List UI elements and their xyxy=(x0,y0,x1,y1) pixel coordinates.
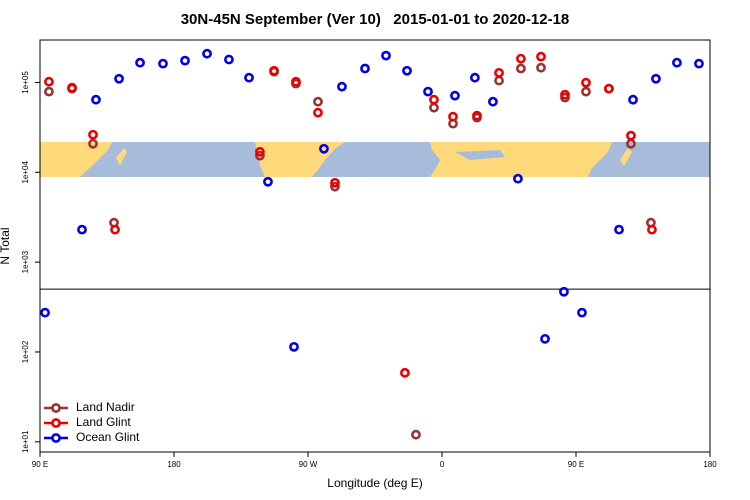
point xyxy=(488,96,498,107)
point xyxy=(224,54,234,65)
point xyxy=(44,76,54,87)
x-tick-label: 90 E xyxy=(568,460,584,469)
point xyxy=(513,173,523,184)
land-japan xyxy=(620,148,632,166)
land-eurasia xyxy=(430,142,612,177)
legend-label: Ocean Glint xyxy=(76,430,140,444)
point xyxy=(494,67,504,78)
legend-marker xyxy=(51,403,61,413)
point xyxy=(651,73,661,84)
point xyxy=(581,86,591,97)
point xyxy=(319,143,329,154)
point xyxy=(429,94,439,105)
point xyxy=(577,307,587,318)
land-japan xyxy=(116,148,127,165)
point xyxy=(263,176,273,187)
point xyxy=(672,57,682,68)
x-tick-label: 0 xyxy=(440,460,445,469)
point xyxy=(180,55,190,66)
point xyxy=(559,286,569,297)
point xyxy=(450,90,460,101)
legend-label: Land Glint xyxy=(76,415,131,429)
point xyxy=(88,138,98,149)
y-tick-label: 1e+01 xyxy=(21,430,30,453)
point xyxy=(614,224,624,235)
point xyxy=(44,86,54,97)
point xyxy=(269,65,279,76)
x-tick-label: 90 E xyxy=(32,460,48,469)
point xyxy=(67,82,77,93)
series xyxy=(44,62,656,440)
y-tick-label: 1e+05 xyxy=(21,71,30,94)
point xyxy=(313,107,323,118)
point xyxy=(694,58,704,69)
point xyxy=(647,224,657,235)
point xyxy=(581,77,591,88)
point xyxy=(516,63,526,74)
point xyxy=(402,65,412,76)
y-tick-label: 1e+04 xyxy=(21,161,30,184)
point xyxy=(135,57,145,68)
series xyxy=(44,51,657,378)
y-tick-label: 1e+02 xyxy=(21,340,30,363)
point xyxy=(429,102,439,113)
point xyxy=(158,58,168,69)
point xyxy=(540,333,550,344)
point xyxy=(411,429,421,440)
point xyxy=(470,72,480,83)
point xyxy=(110,224,120,235)
point xyxy=(330,177,340,188)
point xyxy=(114,73,124,84)
y-axis-label: N Total xyxy=(0,227,12,264)
point xyxy=(88,129,98,140)
point xyxy=(244,72,254,83)
point xyxy=(381,50,391,61)
point xyxy=(337,81,347,92)
legend-label: Land Nadir xyxy=(76,400,135,414)
point xyxy=(560,89,570,100)
point xyxy=(291,76,301,87)
point xyxy=(423,86,433,97)
series xyxy=(40,48,704,352)
point xyxy=(604,83,614,94)
chart-title: 30N-45N September (Ver 10) 2015-01-01 to… xyxy=(181,11,570,28)
y-tick-label: 1e+03 xyxy=(21,250,30,273)
point xyxy=(330,181,340,192)
x-axis-label: Longitude (deg E) xyxy=(327,476,422,490)
point xyxy=(202,48,212,59)
land-asia xyxy=(40,142,112,177)
legend-marker xyxy=(51,418,61,428)
x-tick-label: 90 W xyxy=(299,460,318,469)
point xyxy=(626,130,636,141)
point xyxy=(313,96,323,107)
point xyxy=(360,63,370,74)
x-tick-label: 180 xyxy=(167,460,181,469)
point xyxy=(77,224,87,235)
point xyxy=(91,94,101,105)
point xyxy=(516,53,526,64)
plot-frame xyxy=(39,39,711,453)
point xyxy=(400,367,410,378)
point xyxy=(40,307,50,318)
point xyxy=(628,94,638,105)
x-tick-label: 180 xyxy=(703,460,717,469)
point xyxy=(255,146,265,157)
point xyxy=(448,111,458,122)
point xyxy=(289,341,299,352)
point xyxy=(255,150,265,161)
map-strip xyxy=(40,142,710,177)
sea-mediterranean xyxy=(455,150,505,160)
legend-marker xyxy=(51,433,61,443)
point xyxy=(494,75,504,86)
point xyxy=(472,110,482,121)
point xyxy=(536,51,546,62)
point xyxy=(536,62,546,73)
